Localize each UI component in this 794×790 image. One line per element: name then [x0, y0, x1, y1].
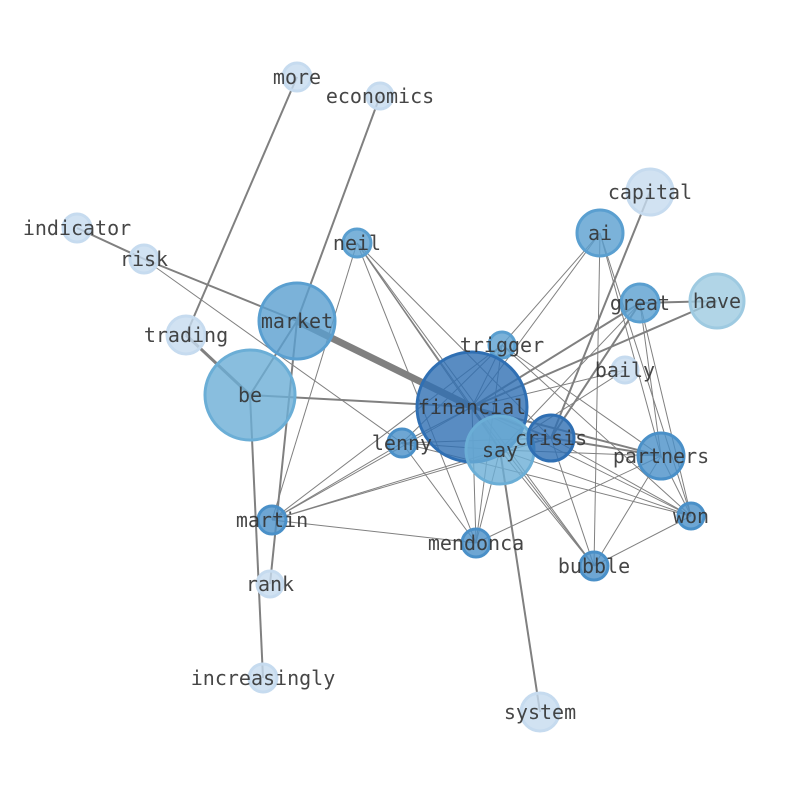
- node-indicator[interactable]: [61, 212, 93, 244]
- node-label-bubble: bubble: [558, 554, 630, 578]
- edge-neil-martin: [271, 242, 358, 521]
- node-partners[interactable]: [636, 431, 686, 481]
- edge-lenny-mendonca: [401, 442, 477, 544]
- edge-trigger-partners: [501, 344, 662, 457]
- nodes-layer: [61, 61, 746, 733]
- node-trigger[interactable]: [487, 330, 517, 360]
- node-great[interactable]: [619, 282, 661, 324]
- edge-martin-mendonca: [271, 519, 477, 544]
- node-lenny[interactable]: [386, 427, 418, 459]
- node-label-capital: capital: [608, 180, 692, 204]
- node-label-partners: partners: [613, 444, 709, 468]
- node-label-risk: risk: [120, 247, 168, 271]
- node-economics[interactable]: [365, 81, 395, 111]
- node-label-indicator: indicator: [23, 216, 131, 240]
- node-label-ai: ai: [588, 221, 612, 245]
- node-market[interactable]: [257, 281, 337, 361]
- edge-more-trading: [185, 76, 298, 336]
- node-label-rank: rank: [246, 572, 294, 596]
- node-label-lenny: lenny: [372, 431, 432, 455]
- node-label-say: say: [482, 438, 518, 462]
- edge-great-won: [639, 302, 692, 517]
- edge-partners-mendonca: [475, 455, 662, 544]
- node-label-trading: trading: [144, 323, 228, 347]
- node-label-be: be: [238, 383, 262, 407]
- node-label-martin: martin: [236, 508, 308, 532]
- edge-crisis-won: [550, 437, 692, 517]
- node-label-won: won: [673, 504, 709, 528]
- node-label-crisis: crisis: [515, 426, 587, 450]
- edge-martin-lenny: [271, 442, 403, 521]
- edge-economics-market: [296, 95, 381, 322]
- node-trading[interactable]: [165, 314, 207, 356]
- node-label-market: market: [261, 309, 333, 333]
- node-label-financial: financial: [418, 395, 526, 419]
- node-risk[interactable]: [128, 243, 160, 275]
- node-label-great: great: [610, 291, 670, 315]
- node-label-mendonca: mendonca: [428, 531, 524, 555]
- node-more[interactable]: [281, 61, 313, 93]
- node-mendonca[interactable]: [460, 527, 492, 559]
- node-label-trigger: trigger: [460, 333, 544, 357]
- edge-bubble-won: [593, 515, 692, 567]
- node-baily[interactable]: [610, 355, 640, 385]
- node-rank[interactable]: [255, 569, 285, 599]
- node-martin[interactable]: [256, 504, 288, 536]
- edge-neil-mendonca: [356, 242, 477, 544]
- node-increasingly[interactable]: [247, 662, 279, 694]
- edge-say-system: [499, 449, 541, 713]
- node-neil[interactable]: [341, 227, 373, 259]
- edge-ai-partners: [599, 232, 662, 457]
- node-label-increasingly: increasingly: [191, 666, 336, 690]
- edge-be-increasingly: [249, 394, 264, 679]
- edge-trigger-won: [501, 344, 692, 517]
- node-label-have: have: [693, 289, 741, 313]
- node-be[interactable]: [203, 348, 297, 442]
- edges-layer: [76, 76, 718, 713]
- node-label-economics: economics: [326, 84, 434, 108]
- node-ai[interactable]: [575, 208, 625, 258]
- node-label-system: system: [504, 700, 576, 724]
- node-capital[interactable]: [625, 167, 675, 217]
- edge-ai-bubble: [593, 232, 601, 567]
- node-crisis[interactable]: [526, 413, 576, 463]
- node-system[interactable]: [519, 691, 561, 733]
- node-label-neil: neil: [333, 231, 381, 255]
- node-label-baily: baily: [595, 358, 655, 382]
- node-won[interactable]: [676, 501, 706, 531]
- node-bubble[interactable]: [578, 550, 610, 582]
- edge-great-partners: [639, 302, 662, 457]
- node-label-more: more: [273, 65, 321, 89]
- edge-capital-crisis: [550, 191, 651, 439]
- node-have[interactable]: [688, 272, 746, 330]
- edge-ai-trigger: [501, 232, 601, 346]
